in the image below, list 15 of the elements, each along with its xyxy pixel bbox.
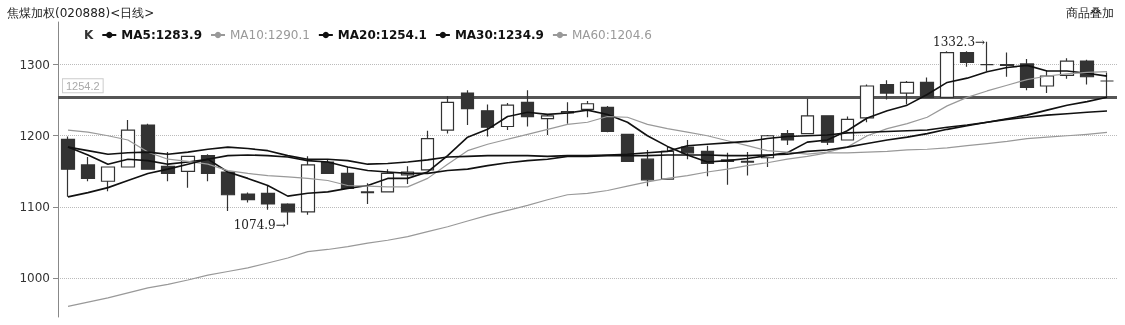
text: K xyxy=(84,28,94,42)
annotation: 1074.9→ xyxy=(233,217,286,232)
legend-label: MA5:1283.9 xyxy=(121,28,202,42)
y-tick-label: 1000 xyxy=(19,270,50,285)
y-tick-label: 1200 xyxy=(19,128,50,143)
y-tick-label: 1100 xyxy=(19,199,50,214)
legend-label: MA10:1290.1 xyxy=(229,28,310,42)
text: 商品叠加 xyxy=(1066,6,1114,20)
y-tick-label: 1300 xyxy=(19,57,50,72)
annotation: 1332.3→ xyxy=(933,34,986,49)
chart-title: 焦煤加权(020888)<日线> xyxy=(7,6,155,20)
legend-label: MA20:1254.1 xyxy=(337,28,427,42)
legend-label: MA60:1204.6 xyxy=(571,28,652,42)
ref-line-label: 1254.2 xyxy=(66,79,100,92)
legend-label: MA30:1234.9 xyxy=(454,28,544,42)
